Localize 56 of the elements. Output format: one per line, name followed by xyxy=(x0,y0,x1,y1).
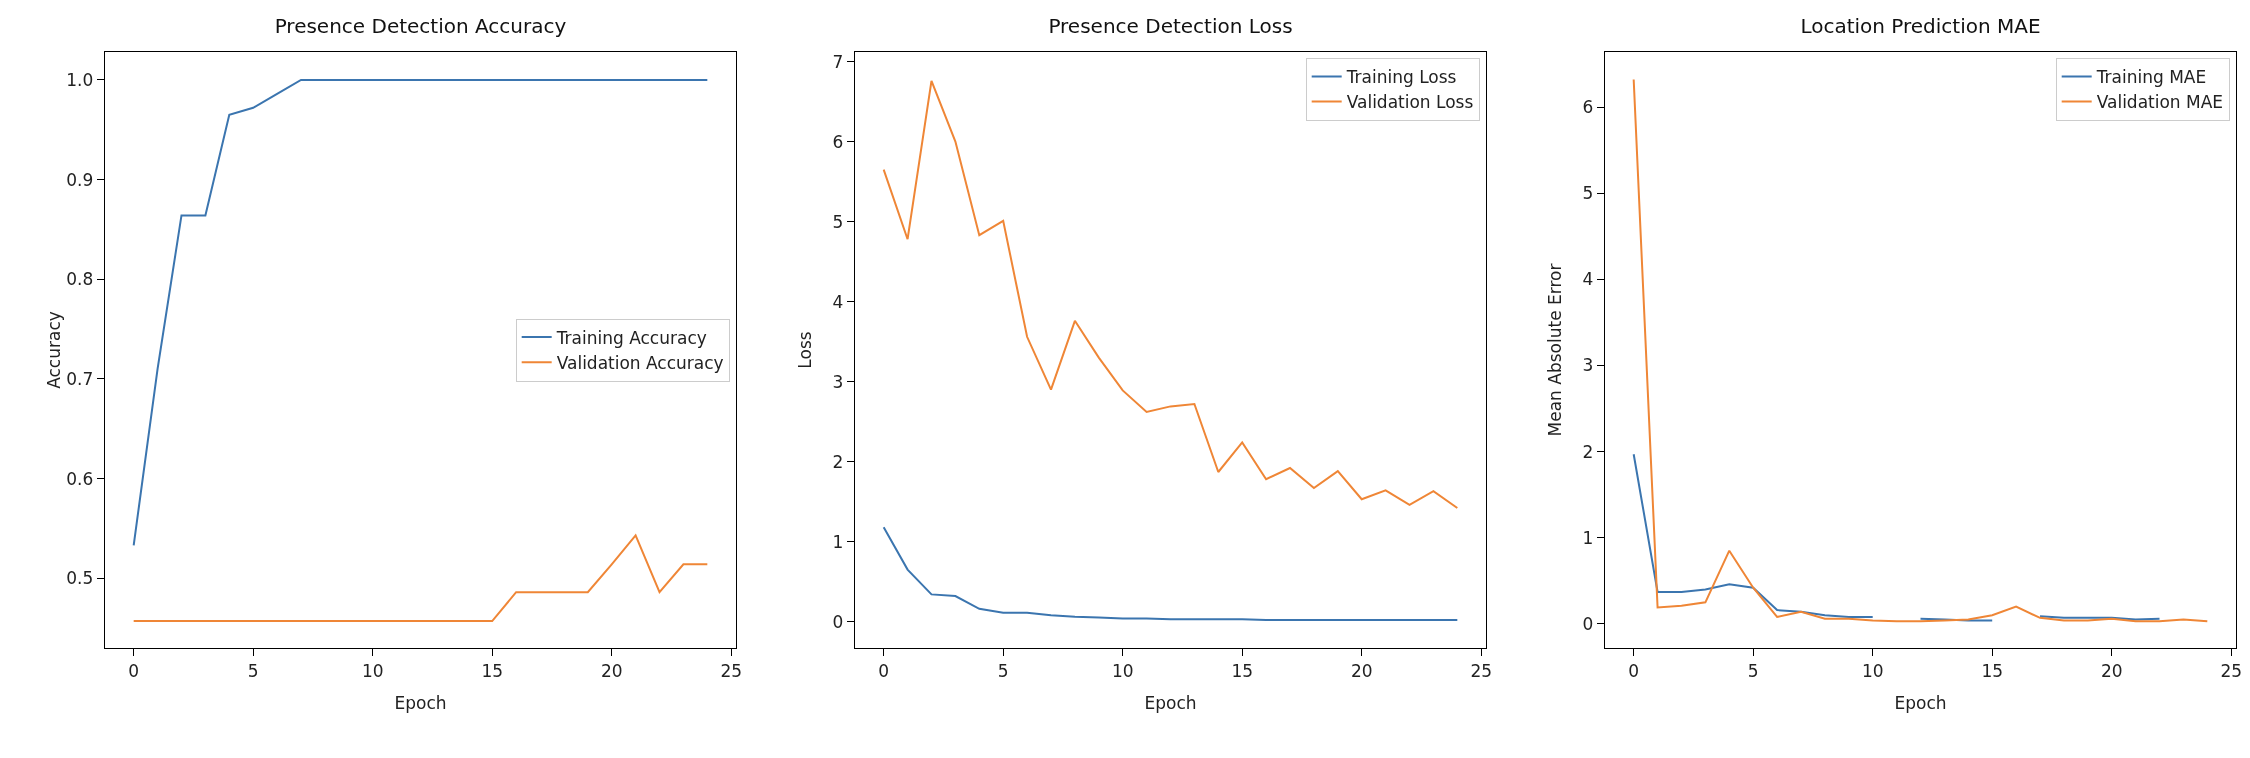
y-tick-label: 5 xyxy=(832,211,844,232)
x-tick-label: 25 xyxy=(720,660,743,681)
x-tick-label: 20 xyxy=(1350,660,1373,681)
line-series xyxy=(882,526,1459,621)
x-axis-title: Epoch xyxy=(394,693,447,714)
legend-label: Validation Loss xyxy=(1346,92,1474,113)
y-tick-label: 1 xyxy=(1582,527,1594,548)
chart-title: Location Prediction MAE xyxy=(1800,13,2041,38)
x-axis-title: Epoch xyxy=(1144,693,1197,714)
x-tick-label: 15 xyxy=(1981,660,2004,681)
legend-label: Validation Accuracy xyxy=(556,352,724,373)
x-tick-label: 0 xyxy=(878,660,890,681)
x-tick-label: 10 xyxy=(1861,660,1884,681)
x-tick-label: 25 xyxy=(2220,660,2243,681)
y-axis-title: Mean Absolute Error xyxy=(1544,263,1565,437)
x-tick-label: 5 xyxy=(247,660,259,681)
x-tick-label: 0 xyxy=(128,660,140,681)
legend-label: Training Accuracy xyxy=(555,327,707,348)
x-tick-label: 5 xyxy=(997,660,1009,681)
x-axis-title: Epoch xyxy=(1894,693,1947,714)
x-tick-label: 10 xyxy=(1111,660,1134,681)
y-tick-label: 4 xyxy=(1582,269,1594,290)
x-tick-label: 20 xyxy=(600,660,623,681)
y-tick-label: 1.0 xyxy=(66,69,94,90)
y-tick-label: 0.9 xyxy=(66,169,94,190)
x-tick-label: 5 xyxy=(1747,660,1759,681)
legend-label: Training MAE xyxy=(2095,67,2207,88)
y-tick-label: 0 xyxy=(1582,613,1594,634)
line-series xyxy=(132,534,709,623)
y-tick-label: 0.6 xyxy=(66,468,94,489)
y-tick-label: 7 xyxy=(832,51,844,72)
x-tick-label: 25 xyxy=(1470,660,1493,681)
chart-title: Presence Detection Loss xyxy=(1048,13,1293,38)
y-tick-label: 6 xyxy=(1582,97,1594,118)
y-tick-label: 1 xyxy=(832,531,844,552)
legend-label: Validation MAE xyxy=(2096,92,2224,113)
y-tick-label: 0.7 xyxy=(66,368,94,389)
x-tick-label: 20 xyxy=(2100,660,2123,681)
y-tick-label: 0.8 xyxy=(66,269,94,290)
chart-title: Presence Detection Accuracy xyxy=(274,13,567,38)
y-tick-label: 6 xyxy=(832,131,844,152)
x-tick-label: 10 xyxy=(361,660,384,681)
y-axis-title: Loss xyxy=(794,331,815,369)
y-tick-label: 2 xyxy=(832,451,844,472)
y-axis-title: Accuracy xyxy=(44,311,65,389)
y-tick-label: 3 xyxy=(832,371,844,392)
y-tick-label: 2 xyxy=(1582,441,1594,462)
x-tick-label: 0 xyxy=(1628,660,1640,681)
legend-label: Training Loss xyxy=(1345,67,1457,88)
y-tick-label: 0 xyxy=(832,611,844,632)
y-tick-label: 0.5 xyxy=(66,568,94,589)
x-tick-label: 15 xyxy=(481,660,504,681)
y-tick-label: 4 xyxy=(832,291,844,312)
x-tick-label: 15 xyxy=(1231,660,1254,681)
y-tick-label: 3 xyxy=(1582,355,1594,376)
y-tick-label: 5 xyxy=(1582,183,1594,204)
